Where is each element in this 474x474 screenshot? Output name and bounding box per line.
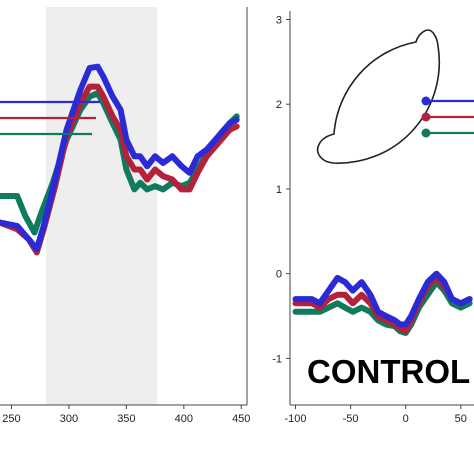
right-y-tick-label: 1 — [276, 184, 282, 196]
left-x-ticks: 250 300 350 400 450 — [2, 405, 250, 425]
right-y-tick-label: 3 — [276, 14, 282, 26]
right-x-tick-label: 50 — [455, 413, 467, 425]
left-x-tick-label: 400 — [175, 413, 193, 425]
right-pointer-lines — [421, 96, 474, 138]
left-pointer-lines — [0, 100, 100, 136]
right-x-ticks: -100 -50 0 50 — [284, 405, 467, 425]
right-series-blue — [292, 270, 473, 328]
head-schematic — [316, 29, 441, 164]
right-y-ticks: -1 0 1 2 3 — [272, 14, 290, 365]
right-x-tick-label: -100 — [284, 413, 306, 425]
left-panel: 250 300 350 400 450 — [0, 7, 250, 425]
right-y-tick-label: 2 — [276, 99, 282, 111]
head-outline — [316, 29, 441, 164]
right-panel: -100 -50 0 50 -1 0 1 2 3 CONTROL — [272, 11, 474, 425]
left-series-blue — [0, 63, 240, 253]
right-y-tick-label: -1 — [272, 353, 282, 365]
left-x-tick-label: 300 — [60, 413, 78, 425]
right-electrode-red — [421, 112, 431, 122]
right-x-tick-label: -50 — [343, 413, 359, 425]
right-electrode-green — [421, 128, 431, 138]
condition-label: CONTROL — [307, 353, 470, 390]
left-x-tick-label: 450 — [232, 413, 250, 425]
right-x-tick-label: 0 — [403, 413, 409, 425]
left-series-group — [0, 63, 240, 256]
right-electrode-blue — [421, 96, 431, 106]
right-series-group — [292, 270, 473, 336]
left-shaded-window — [45, 7, 158, 405]
left-x-tick-label: 350 — [117, 413, 135, 425]
left-x-tick-label: 250 — [2, 413, 20, 425]
right-y-tick-label: 0 — [276, 269, 282, 281]
